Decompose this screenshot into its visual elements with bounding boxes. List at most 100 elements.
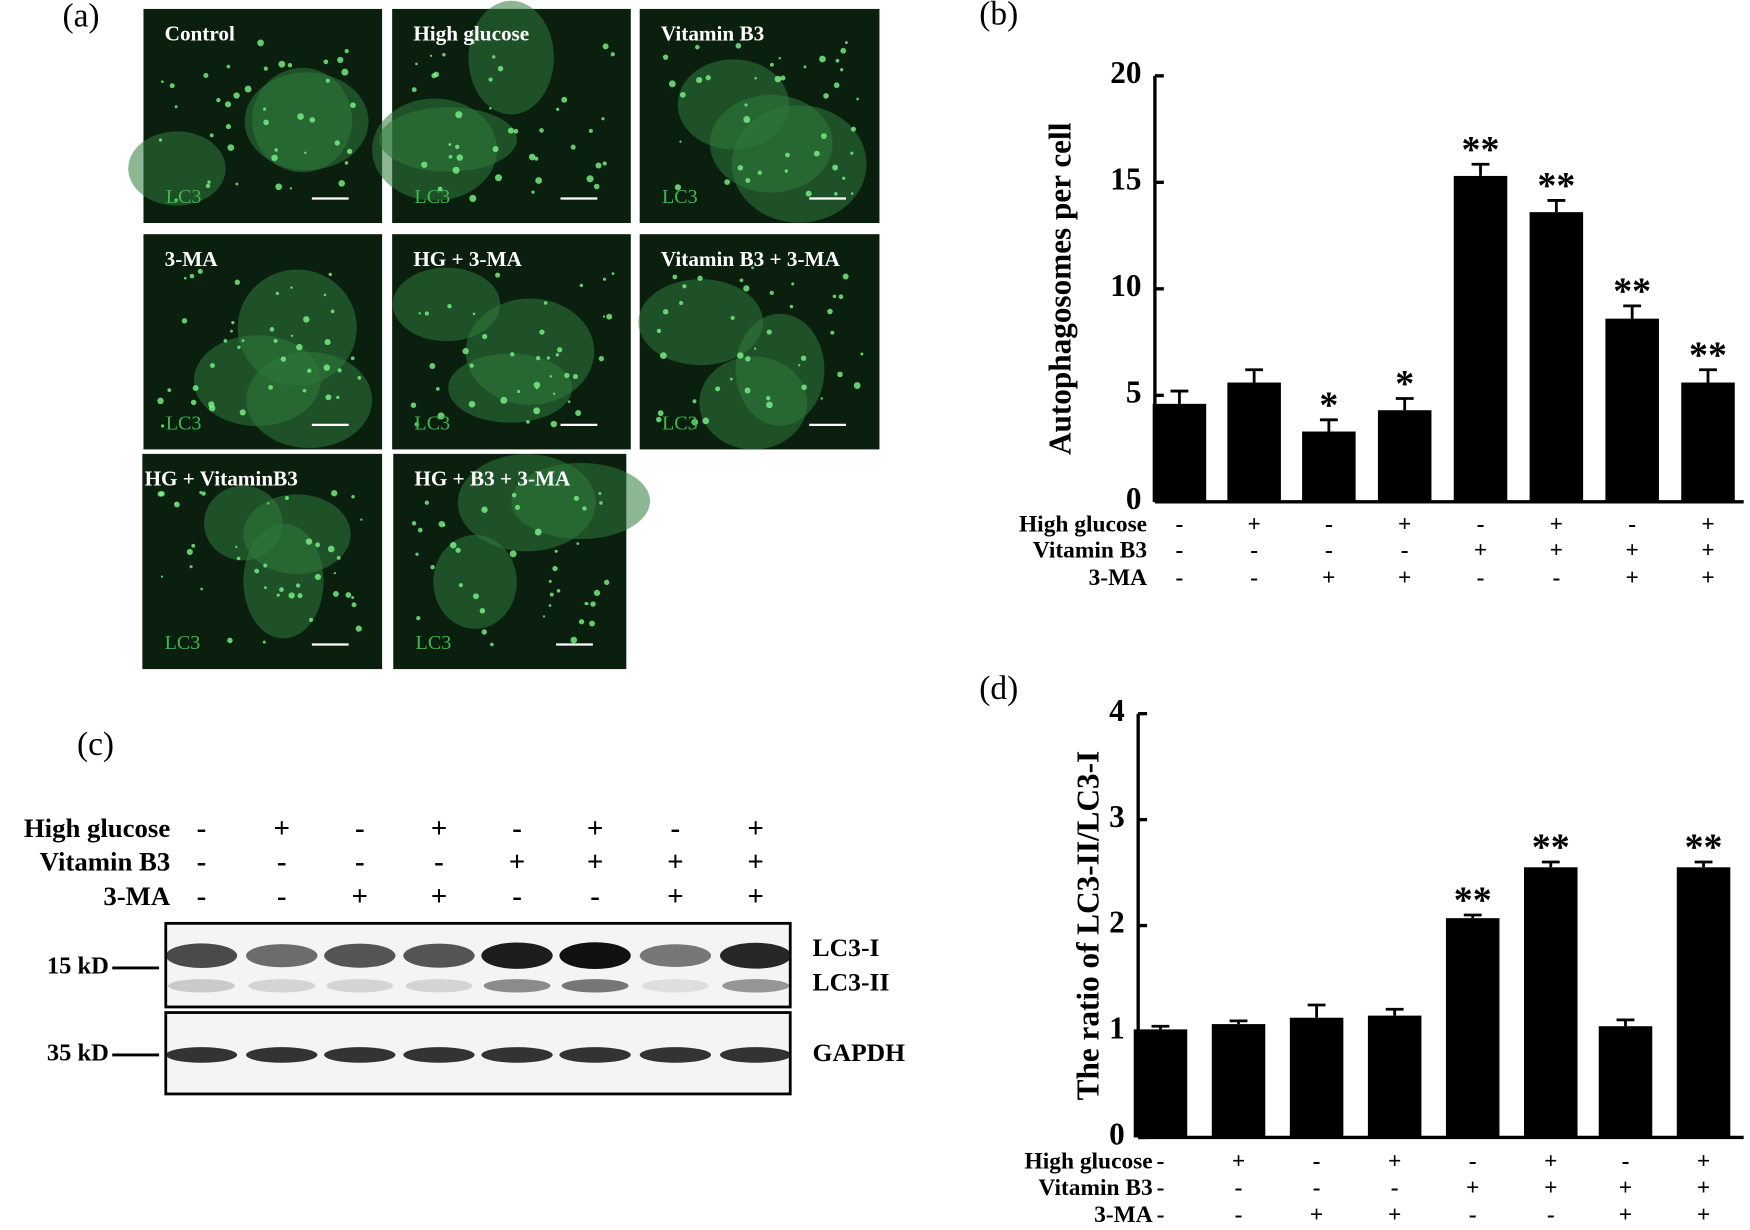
- puncta: [328, 272, 332, 277]
- puncta: [500, 396, 508, 404]
- puncta: [586, 175, 594, 183]
- puncta: [230, 329, 233, 333]
- puncta: [345, 592, 352, 598]
- puncta: [415, 552, 419, 556]
- treatment-sign: -: [1235, 1175, 1243, 1201]
- puncta: [331, 490, 338, 497]
- treatment-sign: +: [431, 812, 448, 844]
- puncta: [235, 545, 238, 549]
- treatment-sign: -: [512, 880, 522, 912]
- puncta: [271, 154, 278, 162]
- treatment-sign: +: [747, 846, 764, 878]
- puncta: [200, 587, 203, 591]
- error-bar: [1151, 1024, 1170, 1030]
- y-tick-label: 4: [1109, 693, 1125, 728]
- treatment-sign: +: [273, 812, 290, 844]
- puncta: [543, 301, 548, 305]
- puncta: [160, 424, 165, 428]
- bar: [1529, 212, 1584, 502]
- puncta: [334, 140, 340, 146]
- puncta: [552, 565, 558, 572]
- puncta: [174, 198, 178, 202]
- puncta: [679, 300, 684, 305]
- puncta: [338, 180, 345, 187]
- micrograph-title: Vitamin B3: [661, 22, 764, 46]
- puncta: [533, 381, 541, 389]
- puncta: [231, 320, 235, 325]
- puncta: [539, 329, 545, 335]
- puncta: [189, 273, 195, 279]
- significance: **: [1462, 129, 1500, 171]
- treatment-sign: -: [197, 880, 207, 912]
- puncta: [350, 102, 356, 109]
- puncta: [598, 492, 602, 495]
- puncta: [469, 194, 477, 202]
- cell: [638, 279, 764, 366]
- puncta: [278, 60, 286, 68]
- significance: *: [1395, 363, 1414, 405]
- puncta: [351, 602, 357, 608]
- treatment-sign: +: [509, 846, 526, 878]
- puncta: [186, 548, 193, 556]
- puncta: [557, 347, 563, 353]
- puncta: [481, 629, 487, 635]
- puncta: [702, 417, 710, 425]
- puncta: [455, 111, 463, 119]
- puncta: [724, 179, 730, 185]
- puncta: [674, 184, 681, 191]
- treatment-sign: -: [590, 880, 600, 912]
- treatment-sign: +: [1474, 537, 1487, 563]
- puncta: [469, 363, 474, 368]
- puncta: [297, 113, 304, 120]
- puncta: [429, 363, 436, 369]
- puncta: [745, 177, 751, 183]
- puncta: [174, 502, 178, 505]
- puncta: [324, 339, 331, 346]
- puncta: [662, 309, 669, 315]
- puncta: [737, 165, 744, 171]
- y-tick-label: 1: [1109, 1011, 1125, 1046]
- treatment-sign: +: [587, 846, 604, 878]
- puncta: [411, 521, 417, 526]
- puncta: [791, 282, 795, 286]
- puncta: [659, 352, 667, 359]
- band: [405, 979, 473, 993]
- puncta: [539, 128, 544, 133]
- puncta: [679, 91, 686, 98]
- error-bar: [1170, 389, 1189, 404]
- treatment-sign: +: [667, 880, 684, 912]
- puncta: [798, 364, 801, 367]
- puncta: [279, 587, 284, 592]
- puncta: [715, 386, 721, 392]
- puncta: [167, 388, 172, 393]
- puncta: [497, 65, 504, 72]
- stain-label: LC3: [414, 412, 450, 434]
- error-bar: [1463, 913, 1482, 919]
- cell: [731, 105, 867, 223]
- treatment-sign: -: [671, 812, 681, 844]
- puncta: [333, 571, 337, 575]
- puncta: [531, 190, 535, 194]
- puncta: [481, 506, 488, 513]
- treatment-sign: +: [1544, 1148, 1557, 1174]
- y-tick-label: 2: [1109, 905, 1125, 940]
- puncta: [274, 148, 278, 152]
- y-axis-label: The ratio of LC3-II/LC3-I: [1071, 751, 1106, 1100]
- puncta: [482, 333, 488, 340]
- puncta: [820, 397, 823, 400]
- puncta: [780, 75, 786, 81]
- treatment-sign: -: [1235, 1202, 1243, 1228]
- puncta: [705, 75, 711, 81]
- treatment-sign: -: [1547, 1202, 1555, 1228]
- puncta: [262, 640, 266, 644]
- treatment-sign: -: [355, 846, 365, 878]
- puncta: [462, 347, 469, 355]
- band: [324, 943, 396, 968]
- treatment-sign: +: [1310, 1202, 1323, 1228]
- puncta: [744, 103, 748, 107]
- puncta: [548, 579, 552, 583]
- puncta: [510, 352, 515, 357]
- treatment-sign: -: [1157, 1202, 1165, 1228]
- band: [324, 1047, 396, 1063]
